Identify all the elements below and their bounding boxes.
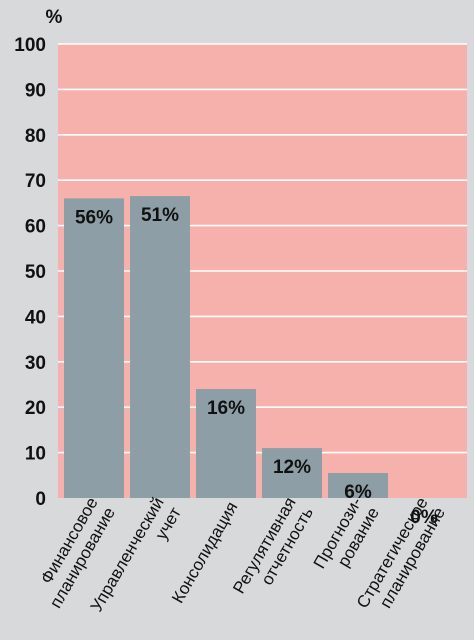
bar [64,198,124,499]
bar [328,473,388,498]
y-tick-label: 90 [25,80,46,101]
y-tick-label: 100 [14,35,46,56]
grid-lines [58,43,467,454]
x-tick-label: Регулятивнаяотчетность [229,494,317,607]
data-label: 0% [410,507,438,528]
y-tick-label: 80 [25,126,46,147]
y-tick-label: 70 [25,171,46,192]
y-tick-label: 40 [25,307,46,328]
data-labels: 56% 51% 16% 12% 6% 0% [75,205,438,528]
data-label: 51% [141,205,179,226]
data-label: 16% [207,398,245,419]
y-tick-label: 10 [25,444,46,465]
y-tick-label: 60 [25,217,46,238]
bars [64,196,388,499]
data-label: 12% [273,457,311,478]
data-label: 6% [344,482,372,503]
y-tick-label: 0 [35,489,46,510]
bar [196,389,256,498]
bar [262,448,322,498]
x-axis-labels: ФинансовоепланированиеУправленческийучет… [37,494,449,615]
y-axis-ticks: 0 10 20 30 40 50 60 70 80 90 100 [14,35,46,510]
data-label: 56% [75,207,113,228]
y-axis-unit-label: % [46,7,63,28]
bar [130,196,190,498]
y-tick-label: 30 [25,353,46,374]
y-tick-label: 50 [25,262,46,283]
y-tick-label: 20 [25,398,46,419]
